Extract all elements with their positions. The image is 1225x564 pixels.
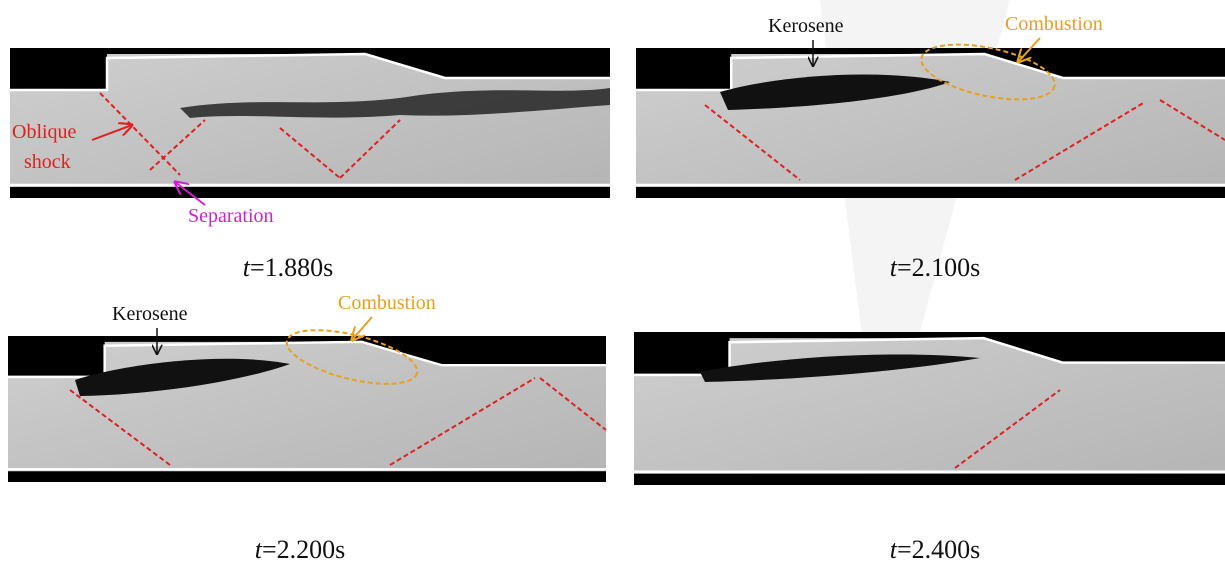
caption: t=2.200s — [255, 535, 346, 564]
label: Kerosene — [768, 15, 844, 37]
caption: t=2.100s — [890, 253, 981, 282]
caption: t=1.880s — [243, 253, 334, 282]
caption: t=2.400s — [890, 535, 981, 564]
figure: Oblique shock Separation t=1.880s Kerose… — [0, 0, 1225, 564]
schlieren-image — [8, 336, 606, 482]
schlieren-image — [10, 48, 610, 198]
label: Oblique — [12, 121, 77, 143]
panel: Kerosene Combustion t=2.200s — [8, 292, 606, 564]
schlieren-image — [636, 48, 1225, 198]
label: Separation — [188, 205, 274, 227]
label: Combustion — [1005, 13, 1103, 35]
label: Kerosene — [112, 303, 188, 325]
panel: Oblique shock Separation t=1.880s — [10, 48, 610, 282]
label: shock — [24, 151, 71, 173]
panel: t=2.400s — [634, 332, 1225, 564]
label: Combustion — [338, 292, 436, 314]
